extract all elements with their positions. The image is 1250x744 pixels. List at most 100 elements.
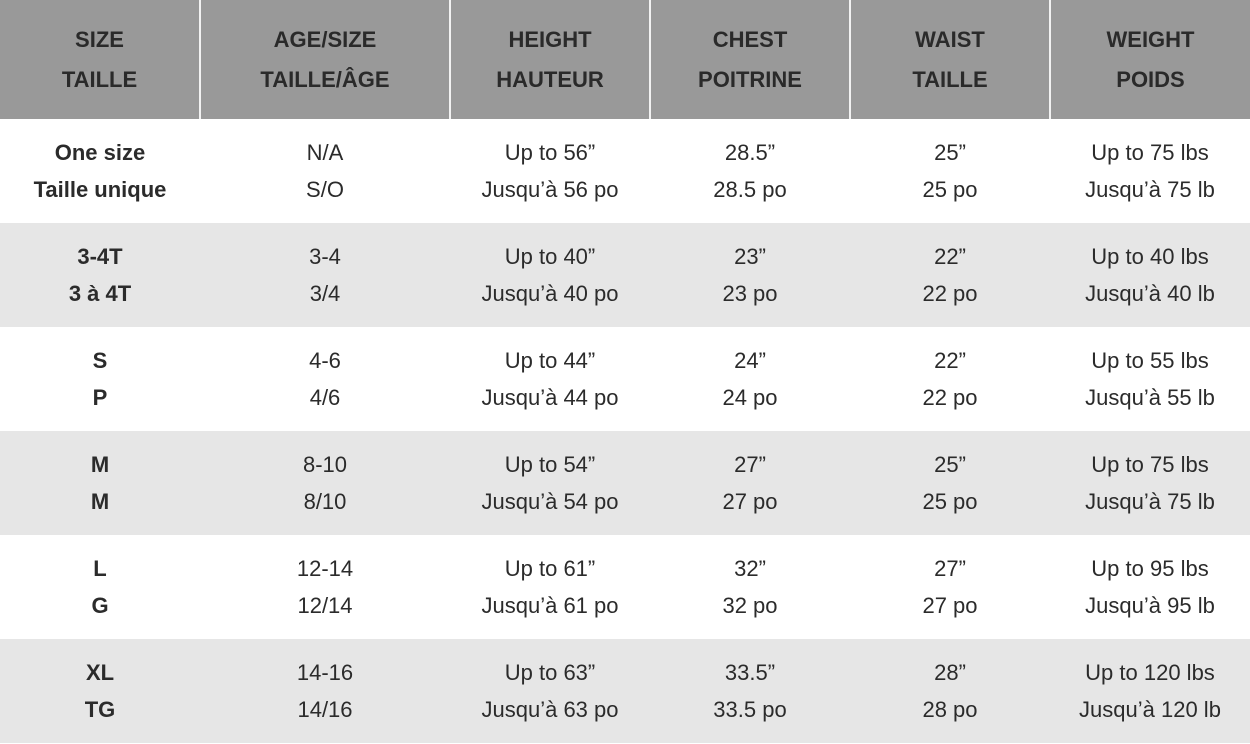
cell-value-en: M: [90, 452, 110, 477]
header-label: WEIGHT: [1106, 26, 1195, 52]
cell-value-en: Up to 120 lbs: [1085, 660, 1215, 685]
header-label: HAUTEUR: [496, 66, 604, 92]
cell-value-fr: 12/14: [297, 593, 353, 618]
cell-value-en: XL: [85, 660, 115, 685]
cell-value-fr: 3/4: [309, 281, 341, 306]
cell-waist: 28” 28 po: [850, 639, 1050, 743]
table-row: M M 8-10 8/10 Up to 54” Jusqu’à 54 po 27” 27 po…: [0, 431, 1250, 535]
cell-height: Up to 54” Jusqu’à 54 po: [450, 431, 650, 535]
cell-value-fr: M: [90, 489, 110, 514]
cell-value-en: 23”: [734, 244, 766, 269]
cell-value-en: N/A: [306, 140, 344, 165]
cell-value-fr: Jusqu’à 56 po: [481, 177, 619, 202]
cell-value-en: 3-4T: [77, 244, 123, 269]
cell-value-fr: TG: [84, 697, 116, 722]
cell-weight: Up to 40 lbs Jusqu’à 40 lb: [1050, 223, 1250, 327]
cell-size: One size Taille unique: [0, 119, 200, 223]
cell-waist: 25” 25 po: [850, 431, 1050, 535]
header-label: AGE/SIZE: [273, 26, 377, 52]
cell-value-en: Up to 75 lbs: [1091, 140, 1209, 165]
cell-value-fr: G: [91, 593, 109, 618]
cell-age-size: 4-6 4/6: [200, 327, 450, 431]
cell-value-en: 33.5”: [724, 660, 776, 685]
cell-value-fr: 8/10: [303, 489, 347, 514]
cell-value-fr: 27 po: [722, 489, 778, 514]
cell-value-fr: Jusqu’à 44 po: [481, 385, 619, 410]
cell-value-fr: 25 po: [922, 177, 978, 202]
cell-chest: 28.5” 28.5 po: [650, 119, 850, 223]
cell-value-fr: Taille unique: [33, 177, 167, 202]
cell-value-fr: 28 po: [922, 697, 978, 722]
column-header-age-size: AGE/SIZE TAILLE/ÂGE: [199, 0, 450, 119]
cell-value-en: 27”: [934, 556, 966, 581]
cell-value-en: 28”: [934, 660, 966, 685]
cell-value-fr: Jusqu’à 95 lb: [1085, 593, 1215, 618]
cell-value-en: Up to 44”: [504, 348, 596, 373]
cell-age-size: 12-14 12/14: [200, 535, 450, 639]
cell-value-en: L: [93, 556, 107, 581]
cell-value-fr: Jusqu’à 63 po: [481, 697, 619, 722]
header-label: SIZE: [75, 26, 124, 52]
cell-chest: 27” 27 po: [650, 431, 850, 535]
cell-value-fr: Jusqu’à 54 po: [481, 489, 619, 514]
cell-height: Up to 63” Jusqu’à 63 po: [450, 639, 650, 743]
cell-value-fr: Jusqu’à 61 po: [481, 593, 619, 618]
cell-chest: 32” 32 po: [650, 535, 850, 639]
cell-value-en: 22”: [934, 244, 966, 269]
cell-weight: Up to 95 lbs Jusqu’à 95 lb: [1050, 535, 1250, 639]
header-label: TAILLE/ÂGE: [260, 66, 390, 92]
cell-size: XL TG: [0, 639, 200, 743]
cell-value-en: Up to 54”: [504, 452, 596, 477]
cell-value-en: 12-14: [296, 556, 354, 581]
cell-value-en: 22”: [934, 348, 966, 373]
cell-age-size: 14-16 14/16: [200, 639, 450, 743]
cell-value-fr: 4/6: [309, 385, 341, 410]
column-header-waist: WAIST TAILLE: [849, 0, 1050, 119]
cell-size: 3-4T 3 à 4T: [0, 223, 200, 327]
cell-value-en: Up to 61”: [504, 556, 596, 581]
cell-value-en: Up to 63”: [504, 660, 596, 685]
cell-height: Up to 40” Jusqu’à 40 po: [450, 223, 650, 327]
cell-value-fr: Jusqu’à 75 lb: [1085, 177, 1215, 202]
cell-value-fr: P: [92, 385, 108, 410]
column-header-chest: CHEST POITRINE: [649, 0, 850, 119]
cell-height: Up to 61” Jusqu’à 61 po: [450, 535, 650, 639]
cell-value-fr: S/O: [306, 177, 344, 202]
cell-waist: 25” 25 po: [850, 119, 1050, 223]
cell-value-fr: 22 po: [922, 385, 978, 410]
cell-value-en: 32”: [734, 556, 766, 581]
cell-value-en: 27”: [734, 452, 766, 477]
cell-waist: 27” 27 po: [850, 535, 1050, 639]
cell-value-en: Up to 40”: [504, 244, 596, 269]
cell-value-fr: 27 po: [922, 593, 978, 618]
cell-value-en: Up to 55 lbs: [1091, 348, 1209, 373]
cell-age-size: 3-4 3/4: [200, 223, 450, 327]
cell-weight: Up to 55 lbs Jusqu’à 55 lb: [1050, 327, 1250, 431]
cell-chest: 33.5” 33.5 po: [650, 639, 850, 743]
cell-value-en: One size: [54, 140, 146, 165]
header-label: WAIST: [915, 26, 985, 52]
cell-value-fr: 23 po: [722, 281, 778, 306]
header-row: SIZE TAILLE AGE/SIZE TAILLE/ÂGE HEIGHT HAUTEU…: [0, 0, 1250, 119]
table-row: S P 4-6 4/6 Up to 44” Jusqu’à 44 po 24” 24 po 22…: [0, 327, 1250, 431]
cell-value-fr: 25 po: [922, 489, 978, 514]
cell-value-fr: 32 po: [722, 593, 778, 618]
table-row: One size Taille unique N/A S/O Up to 56” Jusq…: [0, 119, 1250, 223]
cell-value-en: Up to 40 lbs: [1091, 244, 1209, 269]
cell-value-fr: 3 à 4T: [68, 281, 132, 306]
cell-value-fr: 24 po: [722, 385, 778, 410]
header-label: TAILLE: [61, 66, 138, 92]
cell-weight: Up to 75 lbs Jusqu’à 75 lb: [1050, 119, 1250, 223]
cell-weight: Up to 75 lbs Jusqu’à 75 lb: [1050, 431, 1250, 535]
cell-value-fr: 28.5 po: [713, 177, 787, 202]
cell-value-fr: Jusqu’à 40 lb: [1085, 281, 1215, 306]
cell-weight: Up to 120 lbs Jusqu’à 120 lb: [1050, 639, 1250, 743]
cell-value-en: 24”: [734, 348, 766, 373]
cell-value-en: 28.5”: [724, 140, 776, 165]
cell-value-fr: 22 po: [922, 281, 978, 306]
cell-value-fr: Jusqu’à 40 po: [481, 281, 619, 306]
header-label: POITRINE: [698, 66, 802, 92]
